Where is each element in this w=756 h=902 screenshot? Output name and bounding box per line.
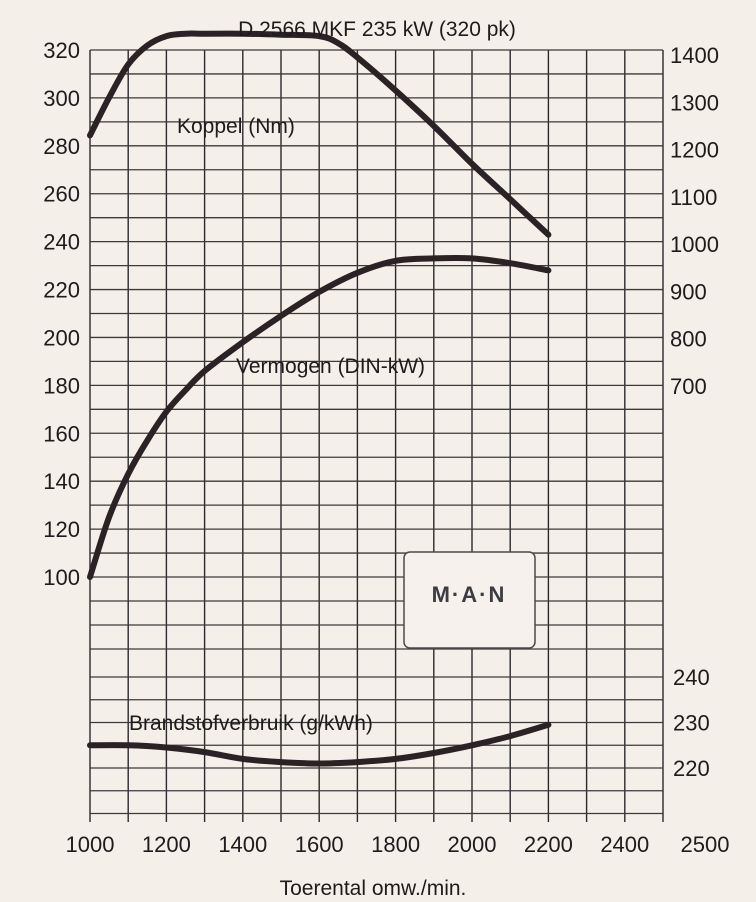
right-fuel-tick-label: 240	[673, 665, 710, 690]
x-tick-label: 1800	[371, 832, 420, 857]
series-curves	[87, 30, 552, 767]
right-axis-torque-ticks: 1400 1300 1200 1100 1000 900 800 700	[670, 43, 719, 399]
brandstofverbruik-curve	[87, 721, 552, 767]
x-tick-label: 2000	[448, 832, 497, 857]
left-tick-label: 140	[43, 469, 80, 494]
label-koppel: Koppel (Nm)	[177, 115, 295, 138]
right-torque-tick-label: 1300	[670, 90, 719, 115]
man-logo: M·A·N	[403, 551, 536, 649]
x-tick-label: 2500	[681, 832, 730, 857]
x-tick-label: 1200	[142, 832, 191, 857]
right-axis-fuel-ticks: 240 230 220	[673, 665, 710, 781]
right-torque-tick-label: 1000	[670, 232, 719, 257]
x-tick-label: 1000	[66, 832, 115, 857]
x-tick-label: 1400	[218, 832, 267, 857]
right-torque-tick-label: 700	[670, 374, 707, 399]
left-tick-label: 100	[43, 565, 80, 590]
left-axis-ticks: 320 300 280 260 240 220 200 180 160 140 120 100	[43, 38, 80, 590]
x-axis-ticks: 1000 1200 1400 1600 1800 2000 2200 2400 2500	[66, 832, 730, 857]
x-axis-label: Toerental omw./min.	[280, 877, 467, 900]
horizontal-grid	[90, 49, 663, 815]
left-tick-label: 280	[43, 134, 80, 159]
right-torque-tick-label: 1400	[670, 43, 719, 68]
label-brandstofverbruik: Brandstofverbruik (g/kWh)	[129, 712, 373, 735]
right-torque-tick-label: 900	[670, 279, 707, 304]
right-torque-tick-label: 800	[670, 327, 707, 352]
left-tick-label: 200	[43, 325, 80, 350]
left-tick-label: 240	[43, 230, 80, 255]
label-vermogen: Vermogen (DIN-kW)	[236, 355, 425, 378]
vertical-grid	[89, 50, 664, 822]
man-logo-text: M·A·N	[432, 582, 507, 607]
chart-title: D 2566 MKF 235 kW (320 pk)	[238, 18, 516, 41]
right-torque-tick-label: 1100	[670, 185, 717, 210]
x-tick-label: 1600	[295, 832, 344, 857]
man-logo-box	[403, 551, 536, 649]
left-tick-label: 120	[43, 517, 80, 542]
vermogen-curve	[87, 254, 552, 580]
right-torque-tick-label: 1200	[670, 138, 719, 163]
koppel-curve	[87, 30, 552, 238]
x-tick-label: 2200	[524, 832, 573, 857]
left-tick-label: 180	[43, 373, 80, 398]
left-tick-label: 220	[43, 278, 80, 303]
x-tick-label: 2400	[600, 832, 649, 857]
left-tick-label: 260	[43, 182, 80, 207]
right-fuel-tick-label: 230	[673, 711, 710, 736]
left-tick-label: 300	[43, 86, 80, 111]
left-tick-label: 320	[43, 38, 80, 63]
left-tick-label: 160	[43, 421, 80, 446]
right-fuel-tick-label: 220	[673, 756, 710, 781]
